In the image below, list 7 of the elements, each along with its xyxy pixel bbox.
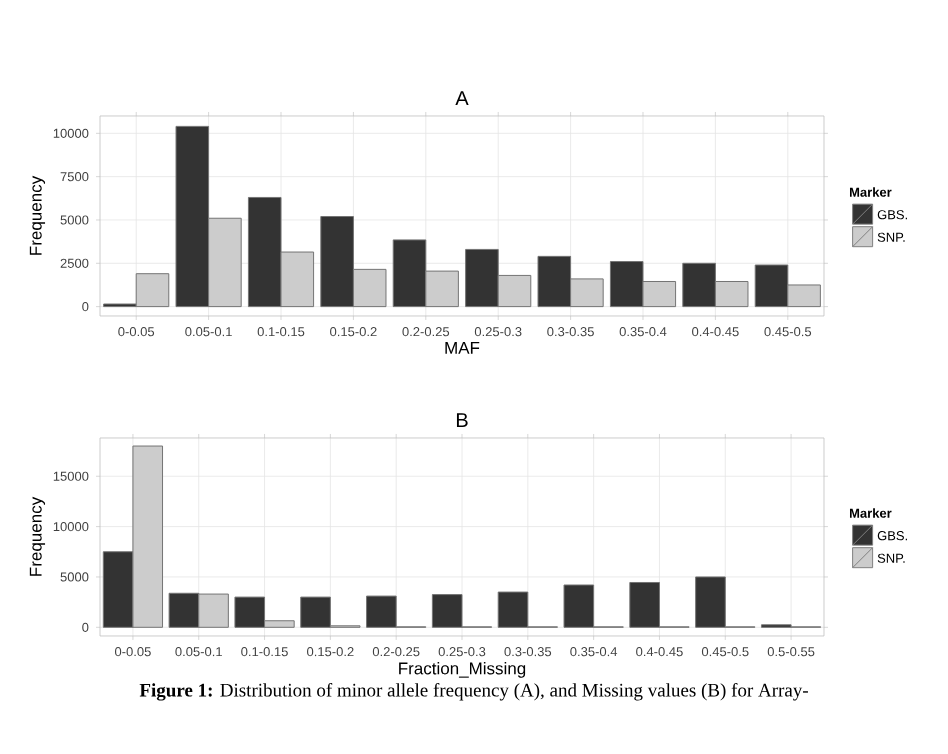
x-axis-title: MAF [445, 341, 480, 354]
chart-title: B [456, 413, 468, 427]
x-axis-title: Fraction_Missing [399, 661, 526, 678]
y-axis-title: Frequency [29, 496, 46, 576]
y-axis-title: Frequency [29, 175, 46, 255]
chart-title: A [455, 91, 469, 105]
text: Figure 1: Distribution of minor allele frequency (A), and Missing values (B) for Array- [139, 683, 808, 701]
